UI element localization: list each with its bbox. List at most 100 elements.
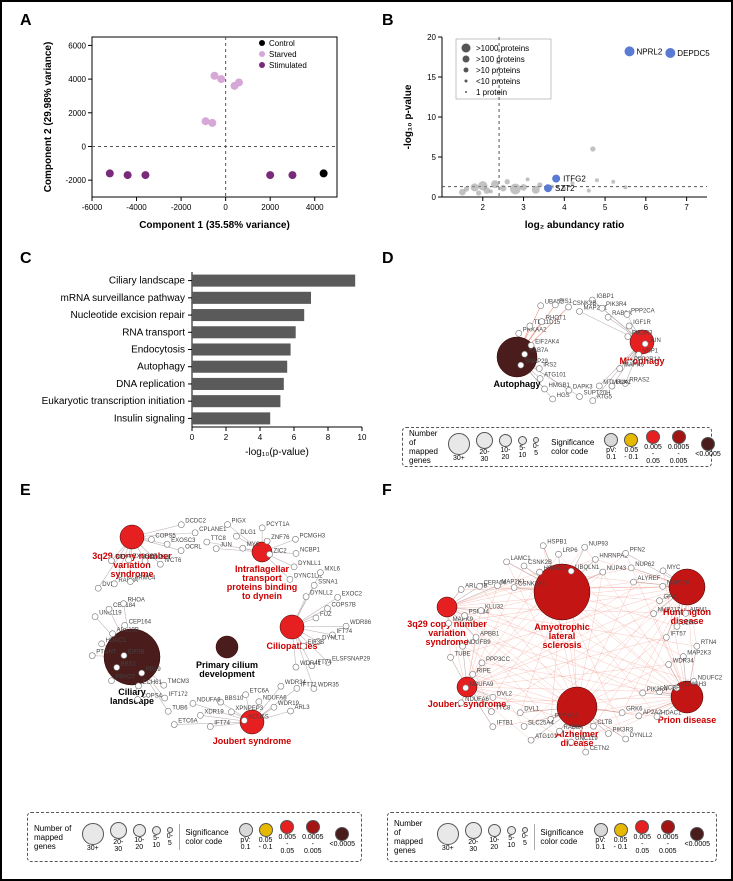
svg-text:PIK3R3: PIK3R3	[632, 331, 653, 337]
svg-text:LRP6: LRP6	[563, 548, 579, 554]
legend-size-bin: 0-5	[167, 827, 173, 847]
svg-text:Starved: Starved	[269, 50, 297, 59]
svg-text:DAPK3: DAPK3	[573, 384, 593, 390]
svg-text:WDR86: WDR86	[350, 620, 372, 626]
svg-text:6: 6	[644, 203, 649, 212]
legend-size-bin: 20-30	[110, 822, 127, 853]
legend-size-bin: 10-20	[133, 824, 146, 851]
svg-text:mRNA surveillance pathway: mRNA surveillance pathway	[61, 293, 186, 304]
svg-text:HDAC1: HDAC1	[106, 638, 127, 644]
svg-text:PIK3R4: PIK3R4	[606, 302, 627, 308]
svg-text:SLC25A4: SLC25A4	[528, 720, 554, 726]
svg-text:-4000: -4000	[126, 203, 147, 212]
legend-size-bin: 30+	[437, 823, 459, 852]
svg-text:DCDC2: DCDC2	[185, 519, 206, 525]
legend-color-bin: 0.05 - 0.1	[624, 433, 638, 461]
svg-text:5: 5	[603, 203, 608, 212]
svg-text:-log₁₀ p-value: -log₁₀ p-value	[403, 84, 414, 149]
svg-text:PPP3CA: PPP3CA	[555, 713, 579, 719]
svg-text:RIPE: RIPE	[477, 668, 491, 674]
legend-size-title: Number of mapped genes	[34, 824, 72, 851]
svg-text:15: 15	[427, 73, 436, 82]
svg-text:Primary ciliumdevelopment: Primary ciliumdevelopment	[196, 660, 258, 679]
svg-text:2: 2	[481, 203, 486, 212]
svg-text:DYNLL2: DYNLL2	[630, 733, 653, 739]
svg-text:1 protein: 1 protein	[476, 88, 507, 97]
svg-text:AIFM1: AIFM1	[690, 607, 708, 613]
svg-text:4: 4	[562, 203, 567, 212]
legend-size-bin: 10-20	[488, 824, 501, 851]
svg-text:NDUFA6: NDUFA6	[263, 696, 287, 702]
legend-color-bin: 0.0005 - 0.005	[657, 820, 678, 855]
svg-text:SSNA1: SSNA1	[318, 579, 338, 585]
svg-text:XDR19: XDR19	[204, 709, 224, 715]
svg-text:WDR41: WDR41	[300, 661, 322, 667]
svg-text:ELSFSNAP29: ELSFSNAP29	[332, 656, 371, 662]
svg-text:DLG1: DLG1	[240, 530, 256, 536]
svg-text:ALYREF: ALYREF	[638, 576, 661, 582]
legend-color-bin: pV: 0.1	[239, 823, 253, 851]
legend-size-bin: 30+	[448, 433, 470, 462]
svg-text:WDR34: WDR34	[285, 680, 307, 686]
legend-size-bin: 5-10	[507, 826, 516, 849]
panel-A-scatter: -6000-4000-2000020004000-200002000400060…	[37, 27, 347, 232]
svg-text:3: 3	[521, 203, 526, 212]
svg-text:MAP2K3: MAP2K3	[687, 651, 711, 657]
svg-text:NDUFC2: NDUFC2	[698, 675, 723, 681]
legend-size-bin: 10-20	[499, 434, 512, 461]
svg-text:Insulin signaling: Insulin signaling	[114, 413, 185, 424]
legend-color-bin: 0.0005 - 0.005	[302, 820, 323, 855]
svg-text:HDAC1: HDAC1	[661, 711, 682, 717]
legend-color-bin: 0.005 - 0.05	[634, 820, 652, 855]
svg-text:RTN4: RTN4	[701, 640, 717, 646]
svg-text:PCMGH3: PCMGH3	[681, 682, 707, 688]
legend-size-bin: 0-5	[533, 437, 539, 457]
legend-size-bin: 20-30	[465, 822, 482, 853]
svg-text:-6000: -6000	[82, 203, 103, 212]
svg-text:<10 proteins: <10 proteins	[476, 77, 520, 86]
svg-text:Intraflagellartransportprotein: Intraflagellartransportproteins bindingt…	[227, 564, 298, 601]
svg-text:log₂ abundancy ratio: log₂ abundancy ratio	[525, 220, 624, 231]
legend-E: Number of mapped genes30+20-3010-205-100…	[27, 812, 362, 862]
legend-color-bin: <0.0005	[695, 437, 721, 458]
svg-text:10: 10	[358, 433, 367, 442]
svg-text:7: 7	[684, 203, 689, 212]
svg-text:JUN: JUN	[220, 543, 232, 549]
legend-color-title: Significance color code	[185, 828, 228, 846]
svg-text:MTMR14: MTMR14	[603, 380, 628, 386]
svg-text:DYNLL2: DYNLL2	[310, 591, 333, 597]
svg-text:GRK6: GRK6	[626, 707, 643, 713]
svg-text:TTC8: TTC8	[495, 706, 511, 712]
legend-D: Number of mapped genes30+20-3010-205-100…	[402, 427, 712, 467]
svg-text:DNA replication: DNA replication	[116, 379, 185, 390]
svg-text:OCRL: OCRL	[185, 545, 202, 551]
svg-text:APBB1: APBB1	[480, 631, 500, 637]
panel-C-barchart: 0246810-log₁₀(p-value)Ciliary landscapem…	[32, 267, 372, 457]
svg-text:NDUFA6: NDUFA6	[197, 697, 221, 703]
svg-text:XPNPEP3: XPNPEP3	[235, 706, 263, 712]
svg-text:IGBP1: IGBP1	[596, 294, 614, 300]
svg-text:RHOT1: RHOT1	[546, 316, 567, 322]
svg-text:TMCM3: TMCM3	[168, 679, 190, 685]
svg-text:DYNLT1: DYNLT1	[322, 636, 345, 642]
svg-text:Endocytosis: Endocytosis	[131, 345, 185, 356]
legend-color-bin: 0.05 - 0.1	[259, 823, 273, 851]
svg-text:PFN2: PFN2	[630, 547, 646, 553]
svg-text:HGS: HGS	[557, 393, 570, 399]
panel-C-label: C	[20, 250, 32, 268]
svg-text:IFT74: IFT74	[214, 721, 230, 727]
svg-text:-log₁₀(p-value): -log₁₀(p-value)	[245, 447, 309, 457]
svg-text:NCBP1: NCBP1	[300, 547, 321, 553]
svg-text:FUZ: FUZ	[320, 612, 332, 618]
legend-color-bin: 0.0005 - 0.005	[668, 430, 689, 465]
svg-text:RAB8A: RAB8A	[563, 725, 583, 731]
panel-F-network: Amyotrophiclateralsclerosis3q29 copy num…	[387, 497, 722, 802]
svg-text:EXOC2: EXOC2	[342, 591, 363, 597]
legend-size-title: Number of mapped genes	[394, 819, 427, 855]
svg-text:Autophagy: Autophagy	[137, 362, 185, 373]
legend-size-title: Number of mapped genes	[409, 429, 438, 465]
svg-text:CSNK2B: CSNK2B	[572, 301, 596, 307]
legend-color-bin: <0.0005	[330, 827, 356, 848]
svg-text:0: 0	[82, 142, 87, 151]
svg-text:2: 2	[224, 433, 229, 442]
